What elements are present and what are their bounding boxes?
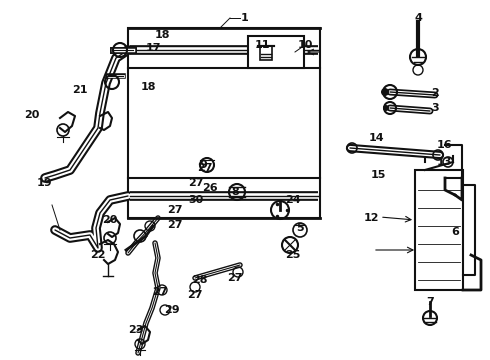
Text: 21: 21 bbox=[72, 85, 88, 95]
Text: 10: 10 bbox=[297, 40, 313, 50]
Text: 27: 27 bbox=[167, 220, 183, 230]
Text: 22: 22 bbox=[90, 250, 106, 260]
Text: 19: 19 bbox=[36, 178, 52, 188]
Text: 30: 30 bbox=[188, 195, 204, 205]
Bar bbox=[248, 36, 304, 68]
Text: 27: 27 bbox=[227, 273, 243, 283]
Text: 9: 9 bbox=[199, 160, 207, 170]
Text: 4: 4 bbox=[414, 13, 422, 23]
Text: 15: 15 bbox=[370, 170, 386, 180]
Text: 1: 1 bbox=[241, 13, 249, 23]
Text: 20: 20 bbox=[24, 110, 40, 120]
Text: 18: 18 bbox=[154, 30, 170, 40]
Text: 27: 27 bbox=[167, 205, 183, 215]
Bar bbox=[128, 28, 320, 218]
Text: 3: 3 bbox=[431, 103, 439, 113]
Text: 11: 11 bbox=[254, 40, 270, 50]
Text: 20: 20 bbox=[102, 215, 118, 225]
Text: 17: 17 bbox=[145, 43, 161, 53]
Text: 13: 13 bbox=[436, 157, 452, 167]
Bar bbox=[130, 30, 318, 216]
Text: 23: 23 bbox=[128, 325, 144, 335]
Bar bbox=[415, 170, 463, 290]
Circle shape bbox=[381, 88, 389, 96]
Text: 18: 18 bbox=[140, 82, 156, 92]
Text: 27: 27 bbox=[187, 290, 203, 300]
Text: 25: 25 bbox=[285, 250, 301, 260]
Text: 27: 27 bbox=[188, 178, 204, 188]
Text: 24: 24 bbox=[285, 195, 301, 205]
Text: 28: 28 bbox=[192, 275, 208, 285]
Text: 6: 6 bbox=[451, 227, 459, 237]
Text: 29: 29 bbox=[164, 305, 180, 315]
Text: 8: 8 bbox=[231, 187, 239, 197]
Text: 2: 2 bbox=[431, 88, 439, 98]
Text: 26: 26 bbox=[202, 183, 218, 193]
Text: 12: 12 bbox=[363, 213, 379, 223]
Text: 27: 27 bbox=[152, 287, 168, 297]
Text: 27: 27 bbox=[197, 163, 213, 173]
Text: 16: 16 bbox=[436, 140, 452, 150]
Text: 14: 14 bbox=[368, 133, 384, 143]
Bar bbox=[260, 46, 272, 60]
Text: 5: 5 bbox=[296, 223, 304, 233]
Text: 7: 7 bbox=[426, 297, 434, 307]
Circle shape bbox=[383, 105, 389, 111]
